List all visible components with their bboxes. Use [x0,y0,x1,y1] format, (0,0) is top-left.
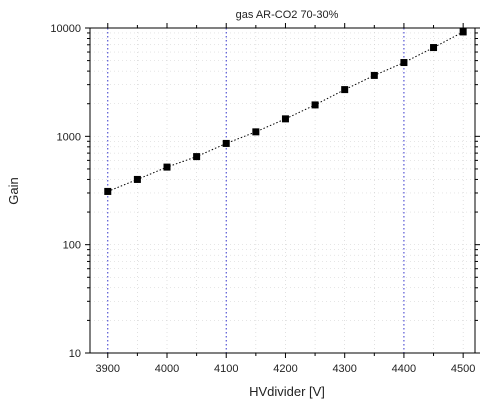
data-point-marker [163,163,171,171]
data-point-marker [104,187,112,195]
grid-lines [90,28,475,353]
data-point-marker [193,153,201,161]
x-tick-label: 4400 [392,363,416,375]
x-tick-label: 4000 [155,363,179,375]
data-point-marker [400,59,408,67]
x-tick-label: 4300 [332,363,356,375]
data-point-marker [133,175,141,183]
chart-title: gas AR-CO2 70-30% [236,9,339,21]
x-tick-label: 3900 [96,363,120,375]
data-point-marker [370,71,378,79]
data-point-marker [459,28,467,36]
series-line [107,31,464,192]
x-axis-ticks: 3900 4000 4100 4200 4300 4400 4500 [96,23,475,375]
y-axis-title: Gain [6,177,21,204]
y-tick-label: 100 [63,240,81,252]
y-tick-label: 10000 [50,23,81,35]
x-tick-label: 4200 [273,363,297,375]
x-tick-label: 4100 [214,363,238,375]
plot-frame [89,27,476,354]
data-point-marker [341,86,349,94]
data-point-marker [430,44,438,52]
y-tick-label: 1000 [57,131,81,143]
y-tick-label: 10 [69,348,81,360]
x-axis-title: HVdivider [V] [249,384,325,399]
data-point-marker [281,115,289,123]
data-point-marker [311,101,319,109]
series-markers [104,28,467,195]
y-axis-ticks: 10 100 1000 10000 [50,23,480,360]
series-polyline [107,31,464,192]
data-point-marker [252,128,260,136]
data-point-marker [222,139,230,147]
x-tick-label: 4500 [451,363,475,375]
